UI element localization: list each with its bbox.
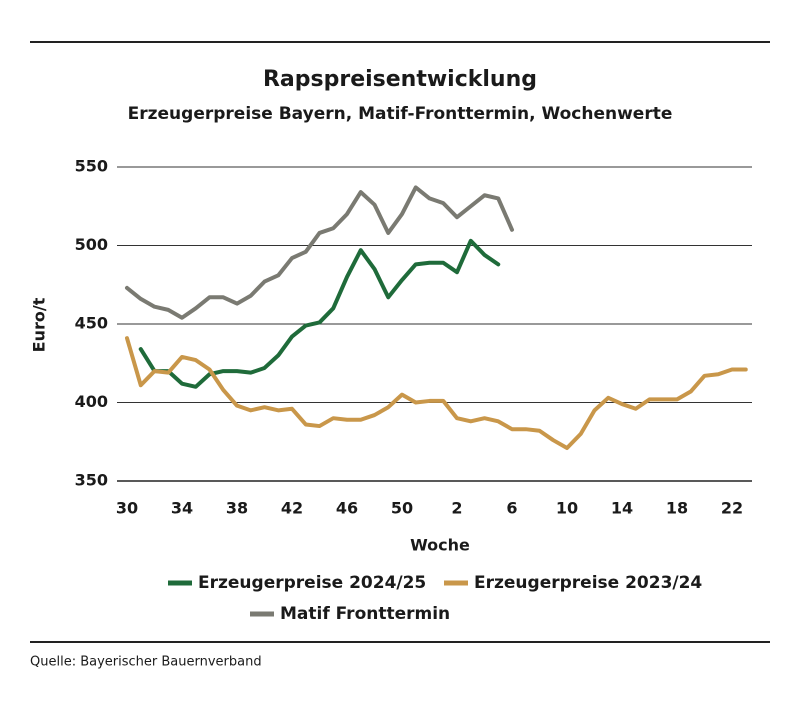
- x-tick-label: 18: [666, 499, 688, 518]
- line-series: [125, 336, 748, 451]
- x-tick-label: 2: [451, 499, 462, 518]
- chart-subtitle: Erzeugerpreise Bayern, Matif-Fronttermin…: [128, 104, 673, 124]
- y-tick-label: 400: [75, 392, 108, 411]
- y-tick-label: 500: [75, 235, 108, 254]
- chart-title: Rapspreisentwicklung: [263, 67, 537, 92]
- x-tick-label: 6: [506, 499, 517, 518]
- x-tick-label: 30: [116, 499, 138, 518]
- x-tick-label: 22: [721, 499, 743, 518]
- x-tick-label: 42: [281, 499, 303, 518]
- source: Quelle: Bayerischer Bauernverband: [30, 655, 262, 670]
- x-tick-label: 38: [226, 499, 248, 518]
- y-tick-label: 550: [75, 157, 108, 176]
- x-tick-label: 34: [171, 499, 193, 518]
- x-tick-label: 46: [336, 499, 358, 518]
- legend-label: Erzeugerpreise 2024/25: [198, 573, 426, 593]
- y-tick-label: 350: [75, 471, 108, 490]
- line-series: [125, 185, 514, 320]
- legend-label: Matif Fronttermin: [280, 604, 450, 624]
- y-tick-label: 450: [75, 314, 108, 333]
- x-tick-label: 14: [611, 499, 633, 518]
- y-axis-label: Euro/t: [30, 297, 49, 352]
- line-series: [138, 238, 501, 389]
- x-tick-label: 50: [391, 499, 413, 518]
- x-tick-label: 10: [556, 499, 578, 518]
- x-axis-label: Woche: [410, 536, 470, 555]
- legend-label: Erzeugerpreise 2023/24: [474, 573, 702, 593]
